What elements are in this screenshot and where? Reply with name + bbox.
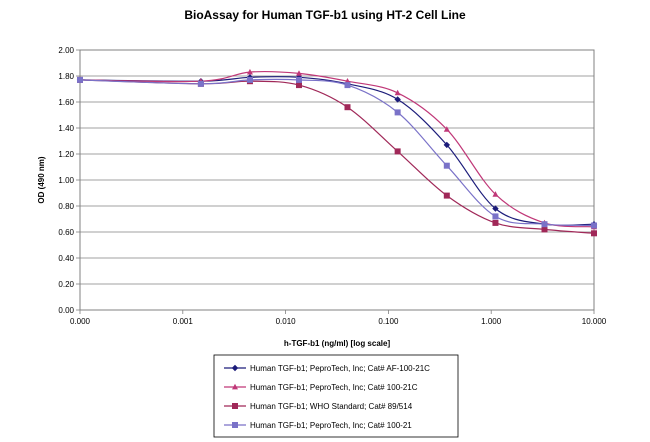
- data-point: [443, 141, 451, 149]
- legend-item: Human TGF-b1; PeproTech, Inc; Cat# AF-10…: [224, 364, 430, 373]
- data-point: [394, 148, 401, 155]
- x-tick-label: 0.100: [378, 317, 399, 326]
- data-point: [591, 230, 597, 237]
- series-line: [79, 76, 595, 226]
- data-point: [246, 68, 253, 75]
- y-tick-label: 1.60: [58, 98, 74, 107]
- data-point: [344, 104, 351, 111]
- legend-marker: [231, 364, 239, 372]
- data-point: [197, 80, 204, 87]
- data-point: [295, 82, 302, 89]
- y-tick-label: 1.00: [58, 176, 74, 185]
- data-point: [492, 213, 499, 220]
- legend-item: Human TGF-b1; WHO Standard; Cat# 89/514: [224, 402, 413, 411]
- chart-title: BioAssay for Human TGF-b1 using HT-2 Cel…: [184, 8, 466, 22]
- legend-marker: [232, 383, 238, 390]
- x-tick-label: 0.010: [276, 317, 297, 326]
- data-point: [344, 82, 351, 89]
- y-tick-label: 0.00: [58, 306, 74, 315]
- y-axis-ticks: 0.00 0.20 0.40 0.60 0.80 1.00 1.20 1.40 1.60 1.80…: [58, 46, 80, 315]
- x-axis-ticks: 0.000 0.001 0.010 0.100 1.000 10.000: [70, 310, 607, 326]
- data-point: [492, 219, 499, 226]
- series-line: [79, 70, 595, 228]
- x-tick-label: 0.001: [173, 317, 194, 326]
- legend-label: Human TGF-b1; WHO Standard; Cat# 89/514: [250, 402, 413, 411]
- data-point: [394, 89, 401, 96]
- legend-label: Human TGF-b1; PeproTech, Inc; Cat# AF-10…: [250, 364, 430, 373]
- data-point: [394, 96, 401, 103]
- data-point: [443, 126, 450, 132]
- data-point: [443, 192, 450, 199]
- data-point: [492, 191, 499, 197]
- x-tick-label: 10.000: [582, 317, 607, 326]
- y-tick-label: 1.20: [58, 150, 74, 159]
- data-point: [295, 76, 302, 83]
- data-point: [443, 162, 450, 169]
- y-tick-label: 1.40: [58, 124, 74, 133]
- data-point: [77, 76, 83, 83]
- series-line: [79, 78, 595, 227]
- legend-label: Human TGF-b1; PeproTech, Inc; Cat# 100-2…: [250, 421, 412, 430]
- data-point: [246, 76, 253, 83]
- x-tick-label: 0.000: [70, 317, 91, 326]
- grid-lines: [80, 49, 594, 311]
- series-2: [77, 68, 597, 230]
- legend-item: Human TGF-b1; PeproTech, Inc; Cat# 100-2…: [224, 421, 412, 430]
- data-point: [541, 226, 548, 233]
- data-point: [295, 70, 302, 76]
- data-point: [394, 109, 401, 116]
- legend-marker: [232, 422, 238, 428]
- y-axis-label: OD (490 nm): [37, 156, 46, 203]
- series-1: [76, 74, 598, 228]
- y-tick-label: 2.00: [58, 46, 74, 55]
- legend-item: Human TGF-b1; PeproTech, Inc; Cat# 100-2…: [224, 383, 418, 392]
- data-point: [492, 205, 499, 212]
- y-tick-label: 0.60: [58, 228, 74, 237]
- legend-box: [213, 354, 459, 438]
- legend: Human TGF-b1; PeproTech, Inc; Cat# AF-10…: [224, 364, 430, 430]
- x-axis-label: h-TGF-b1 (ng/ml) [log scale]: [284, 339, 391, 348]
- series-4: [77, 76, 597, 229]
- legend-marker: [232, 403, 238, 409]
- y-tick-label: 1.80: [58, 72, 74, 81]
- x-tick-label: 1.000: [481, 317, 502, 326]
- y-tick-label: 0.80: [58, 202, 74, 211]
- data-point: [591, 222, 597, 229]
- y-tick-label: 0.20: [58, 280, 74, 289]
- legend-label: Human TGF-b1; PeproTech, Inc; Cat# 100-2…: [250, 383, 418, 392]
- y-tick-label: 0.40: [58, 254, 74, 263]
- data-point: [541, 221, 548, 228]
- series-layer: [76, 68, 598, 237]
